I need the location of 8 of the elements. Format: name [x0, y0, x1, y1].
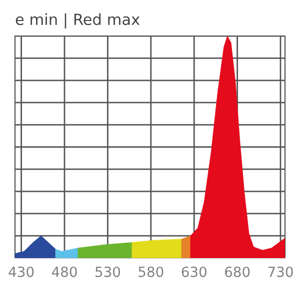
chart-title: e min | Red max [16, 13, 140, 28]
x-tick-label: 530 [96, 266, 120, 278]
x-tick-label: 730 [268, 266, 293, 278]
x-tick-label: 430 [8, 266, 34, 278]
x-tick-label: 580 [138, 266, 164, 278]
x-tick-label: 630 [182, 266, 206, 278]
x-tick-label: 480 [52, 266, 77, 278]
x-tick-label: 680 [225, 266, 250, 278]
